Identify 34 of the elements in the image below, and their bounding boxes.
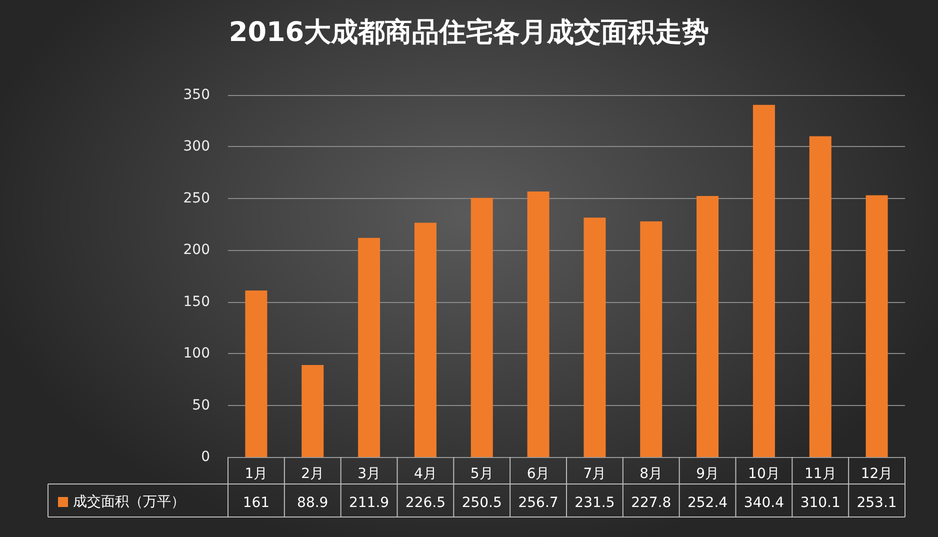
y-tick-label: 350 (183, 87, 210, 103)
data-label: 226.5 (405, 495, 446, 511)
data-label: 250.5 (462, 495, 502, 511)
x-tick-label: 2月 (301, 466, 324, 482)
y-tick-label: 200 (183, 242, 210, 258)
data-label: 211.9 (348, 495, 390, 511)
data-label: 161 (242, 495, 270, 511)
x-tick-label: 9月 (696, 466, 720, 482)
y-tick-label: 100 (183, 346, 210, 362)
chart-title: 2016大成都商品住宅各月成交面积走势 (228, 17, 710, 48)
data-label: 310.1 (800, 495, 840, 511)
data-label: 88.9 (297, 495, 328, 511)
y-tick-label: 150 (183, 294, 210, 310)
data-label: 340.4 (744, 495, 784, 511)
y-tick-label: 50 (192, 397, 210, 414)
x-tick-label: 12月 (860, 466, 893, 482)
x-tick-label: 7月 (583, 466, 606, 482)
y-tick-label: 250 (183, 190, 210, 206)
x-tick-label: 8月 (640, 466, 663, 482)
y-tick-label: 0 (201, 449, 210, 465)
x-tick-label: 4月 (414, 466, 437, 482)
x-tick-label: 6月 (526, 466, 550, 482)
data-label: 231.5 (574, 495, 615, 511)
x-tick-label: 5月 (470, 466, 494, 482)
x-tick-label: 1月 (244, 466, 268, 482)
x-tick-label: 10月 (748, 466, 780, 482)
data-label: 252.4 (687, 495, 728, 511)
x-tick-label: 11月 (804, 466, 836, 482)
y-tick-label: 300 (183, 138, 210, 155)
data-label: 256.7 (518, 495, 558, 511)
x-tick-label: 3月 (358, 466, 381, 482)
legend-label: 成交面积（万平） (73, 494, 185, 510)
data-label: 253.1 (856, 495, 897, 511)
data-label: 227.8 (631, 495, 672, 511)
